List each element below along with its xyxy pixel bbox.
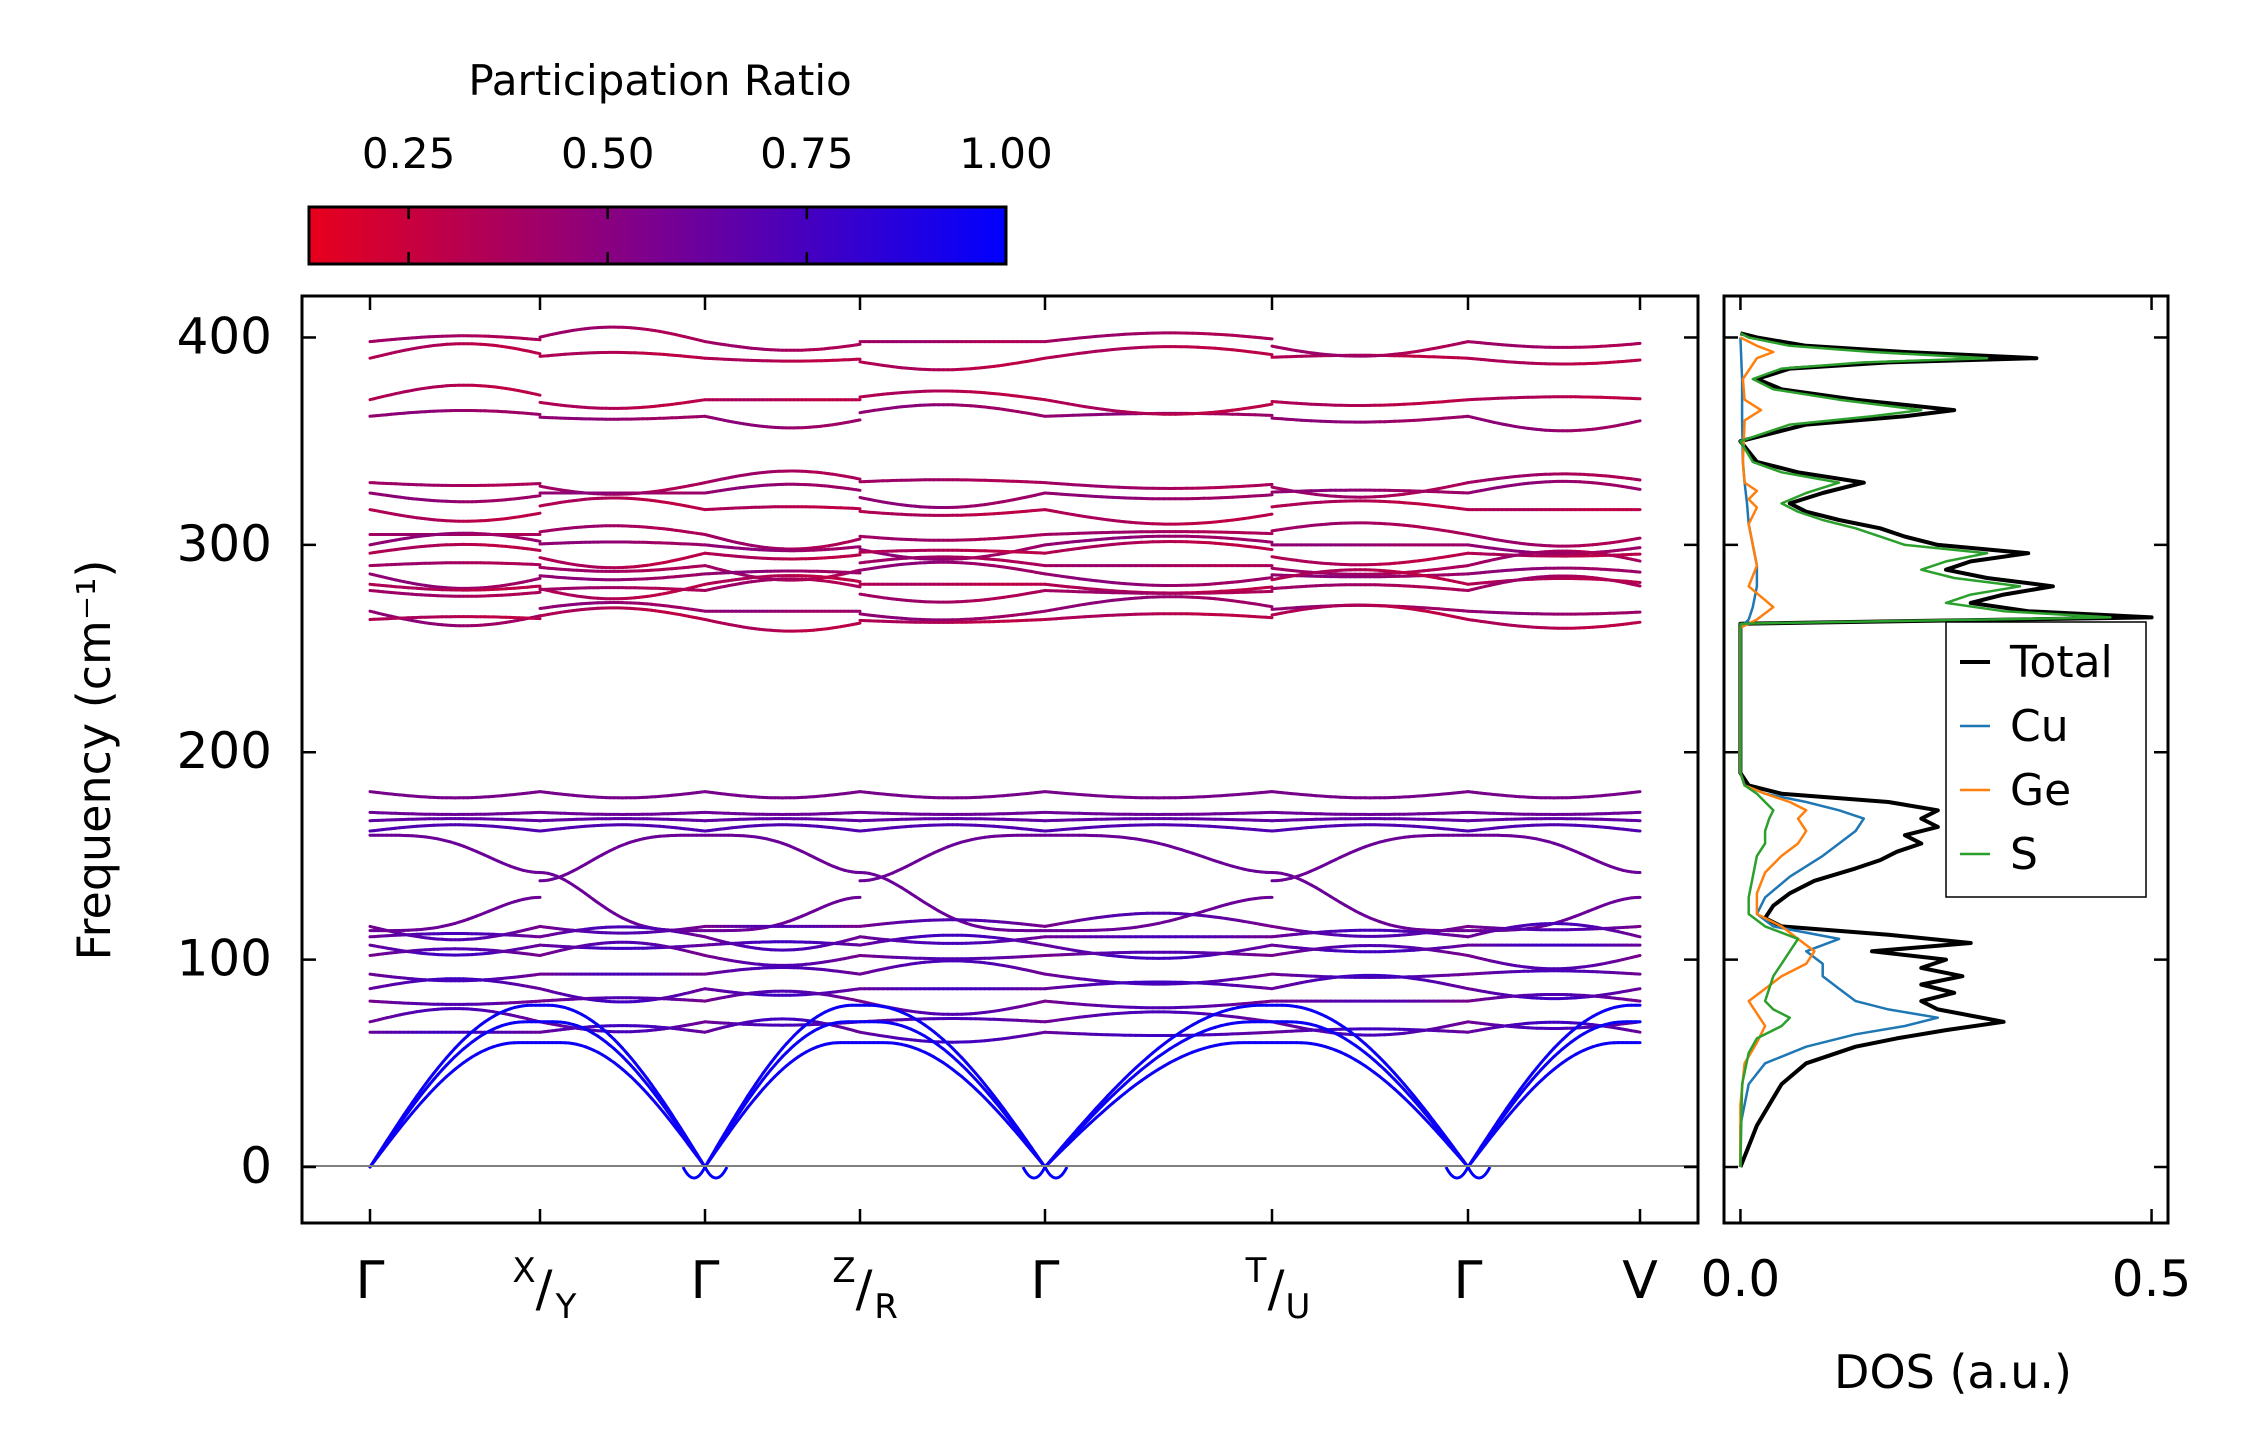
optical-band-high: [534, 539, 542, 543]
optical-band-high: [854, 621, 862, 626]
optical-band-high: [854, 342, 862, 347]
optical-band-high: [534, 494, 542, 498]
optical-band-high: [854, 579, 862, 584]
optical-band-high: [534, 392, 542, 397]
colorbar-ticks: [407, 207, 809, 264]
colorbar: [307, 205, 1008, 266]
optical-band-high: [854, 476, 862, 481]
optical-band-high: [534, 548, 542, 552]
optical-band-high: [534, 511, 542, 516]
optical-band-high: [534, 576, 542, 581]
band-lines: [368, 325, 1642, 1180]
colorbar-tick-label: 0.25: [362, 129, 456, 178]
optical-band-high: [854, 418, 862, 423]
colorbar-tick-label: 1.00: [959, 129, 1053, 178]
colorbar-tick-labels: 0.25 0.50 0.75 1.00: [362, 129, 1053, 178]
optical-band-high: [854, 488, 862, 492]
colorbar-label: Participation Ratio: [468, 56, 851, 105]
colorbar-tick-label: 0.50: [561, 129, 655, 178]
optical-band-high: [854, 584, 862, 589]
optical-band-high: [534, 351, 542, 356]
colorbar-tick-label: 0.75: [760, 129, 854, 178]
optical-band-high: [854, 537, 862, 542]
